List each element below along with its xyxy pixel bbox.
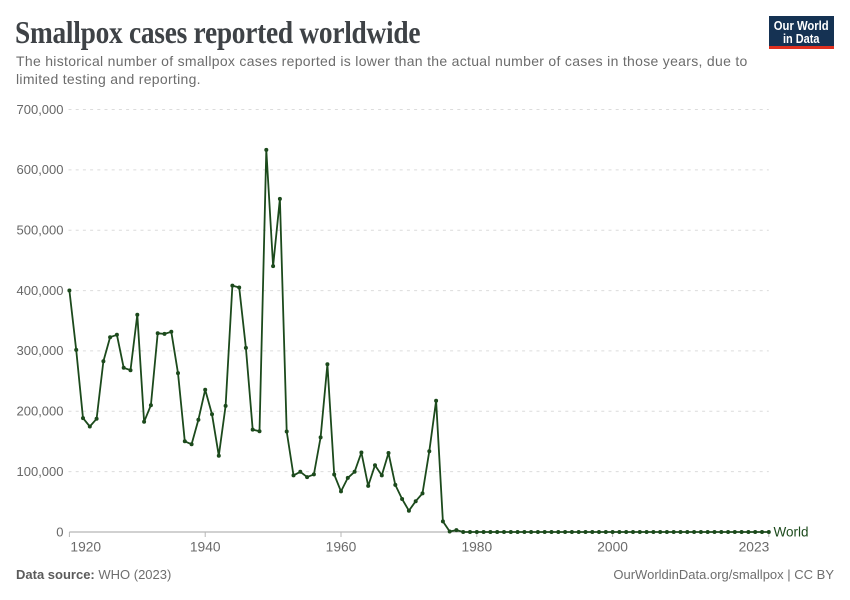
svg-text:200,000: 200,000: [17, 404, 64, 419]
svg-text:300,000: 300,000: [17, 343, 64, 358]
svg-text:500,000: 500,000: [17, 223, 64, 238]
svg-text:100,000: 100,000: [17, 464, 64, 479]
svg-text:1920: 1920: [70, 539, 101, 554]
svg-text:2000: 2000: [597, 539, 628, 554]
svg-text:700,000: 700,000: [17, 102, 64, 117]
svg-text:1960: 1960: [326, 539, 357, 554]
svg-text:0: 0: [56, 524, 63, 539]
svg-text:World: World: [774, 525, 809, 540]
svg-text:1980: 1980: [461, 539, 492, 554]
svg-text:600,000: 600,000: [17, 162, 64, 177]
svg-text:400,000: 400,000: [17, 283, 64, 298]
svg-text:1940: 1940: [190, 539, 221, 554]
svg-text:2023: 2023: [739, 539, 770, 554]
